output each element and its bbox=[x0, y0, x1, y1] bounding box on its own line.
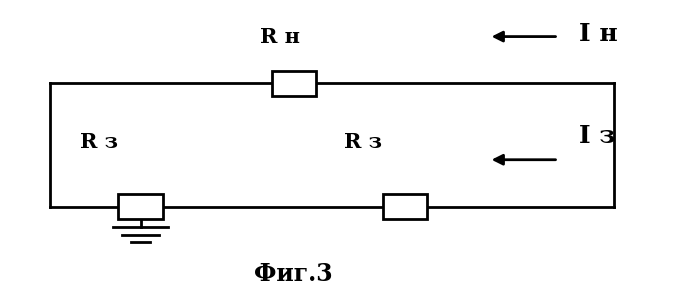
Text: I з: I з bbox=[579, 124, 616, 148]
Text: R з: R з bbox=[345, 132, 382, 152]
Text: R н: R н bbox=[260, 27, 300, 46]
Text: I н: I н bbox=[579, 22, 618, 46]
Text: Фиг.3: Фиг.3 bbox=[254, 262, 333, 286]
Bar bbox=[118, 194, 163, 219]
Bar bbox=[383, 194, 428, 219]
Text: R з: R з bbox=[80, 132, 118, 152]
Bar bbox=[271, 71, 316, 96]
